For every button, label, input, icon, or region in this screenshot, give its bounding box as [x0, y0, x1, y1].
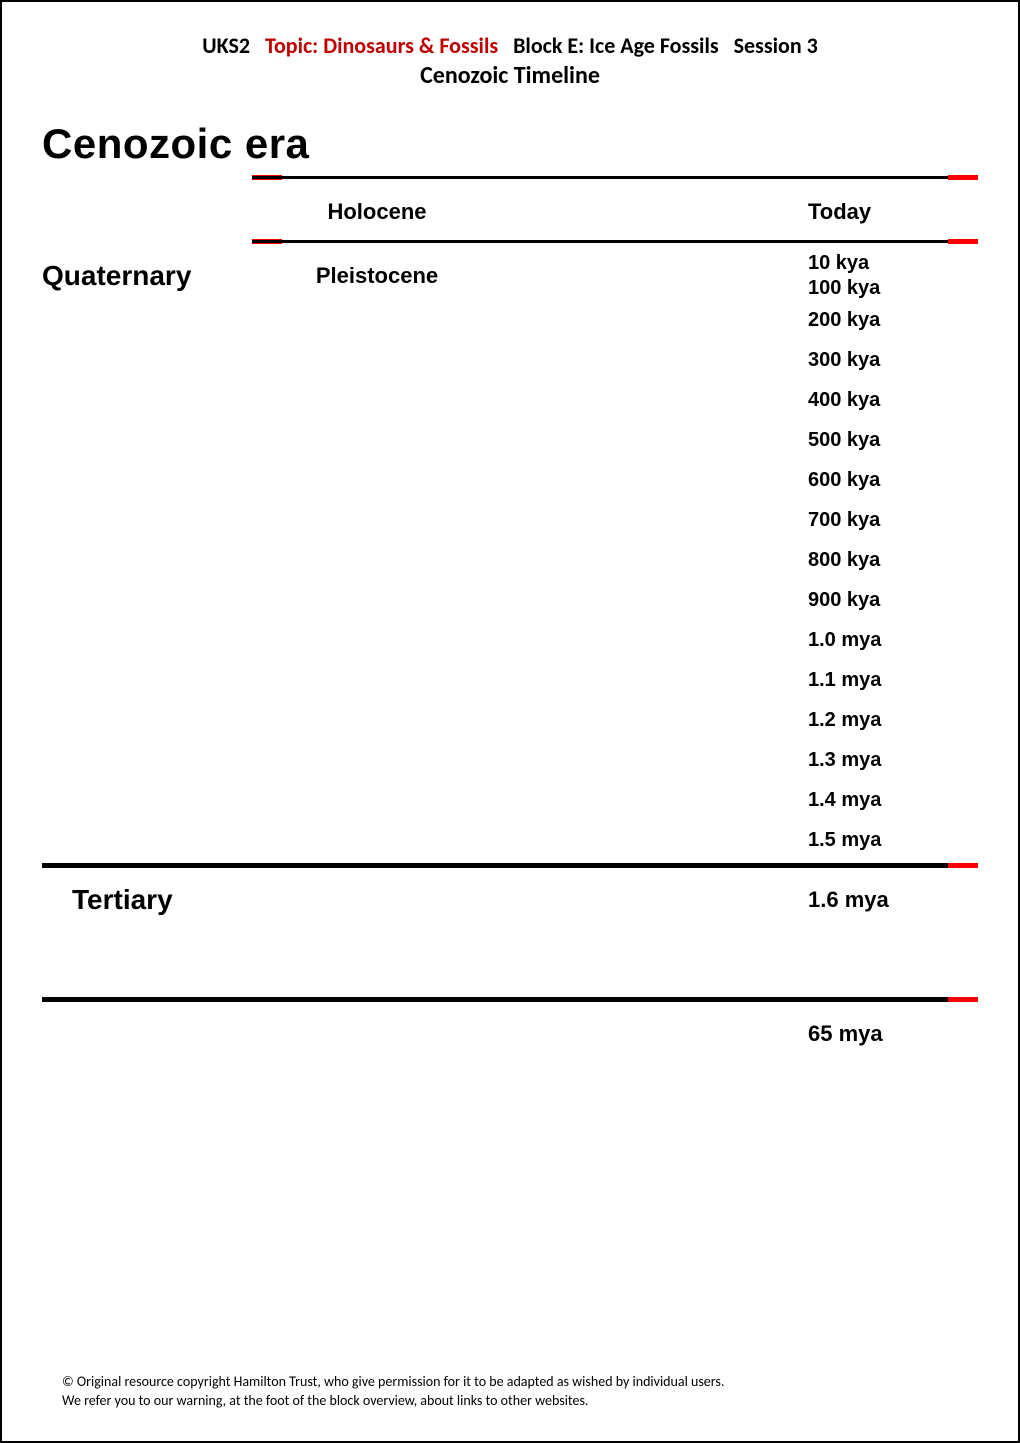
divider-tip-right [948, 239, 978, 244]
time-700kya: 700 kya [778, 509, 978, 532]
divider-quat-tert [42, 862, 978, 870]
divider-bar [252, 240, 978, 243]
row-holocene: Holocene Today [42, 188, 978, 236]
divider-tip-right [948, 175, 978, 180]
divider-tip-right [948, 997, 978, 1002]
time-10kya: 10 kya [778, 252, 978, 275]
row-500kya: 500 kya [42, 420, 978, 460]
header-session: Session 3 [734, 32, 818, 59]
epoch-pleistocene: Pleistocene [252, 263, 502, 289]
time-today: Today [778, 199, 978, 225]
time-300kya: 300 kya [778, 349, 978, 372]
row-1-2mya: 1.2 mya [42, 700, 978, 740]
time-600kya: 600 kya [778, 469, 978, 492]
time-1-2mya: 1.2 mya [778, 709, 978, 732]
epoch-holocene: Holocene [252, 199, 502, 225]
time-1-4mya: 1.4 mya [778, 789, 978, 812]
divider-bottom [42, 996, 978, 1004]
row-600kya: 600 kya [42, 460, 978, 500]
footer-line-2: We refer you to our warning, at the foot… [62, 1392, 958, 1411]
header-uks2: UKS2 [202, 32, 250, 59]
divider-bar [252, 176, 978, 179]
row-300kya: 300 kya [42, 340, 978, 380]
divider-top [252, 174, 978, 182]
row-400kya: 400 kya [42, 380, 978, 420]
row-65mya: 65 mya [42, 1010, 978, 1058]
time-200kya: 200 kya [778, 309, 978, 332]
time-500kya: 500 kya [778, 429, 978, 452]
row-quaternary: Quaternary Pleistocene 10 kya 100 kya [42, 252, 978, 300]
time-900kya: 900 kya [778, 589, 978, 612]
row-1-0mya: 1.0 mya [42, 620, 978, 660]
period-tertiary: Tertiary [42, 884, 252, 916]
footer: © Original resource copyright Hamilton T… [62, 1373, 958, 1411]
period-quaternary: Quaternary [42, 260, 252, 292]
header-subtitle: Cenozoic Timeline [42, 61, 978, 90]
time-100kya: 100 kya [778, 277, 978, 300]
time-65mya: 65 mya [778, 1021, 978, 1047]
header-block: Block E: Ice Age Fossils [513, 32, 719, 59]
header-line-1: UKS2 Topic: Dinosaurs & Fossils Block E:… [42, 32, 978, 59]
page: UKS2 Topic: Dinosaurs & Fossils Block E:… [0, 0, 1020, 1443]
time-1-6mya: 1.6 mya [778, 887, 978, 913]
time-800kya: 800 kya [778, 549, 978, 572]
divider-bar [42, 997, 978, 1002]
footer-line-1: © Original resource copyright Hamilton T… [62, 1373, 958, 1392]
header-topic: Topic: Dinosaurs & Fossils [265, 32, 498, 59]
divider-bar [42, 863, 978, 868]
time-1-1mya: 1.1 mya [778, 669, 978, 692]
row-1-4mya: 1.4 mya [42, 780, 978, 820]
time-1-0mya: 1.0 mya [778, 629, 978, 652]
row-1-3mya: 1.3 mya [42, 740, 978, 780]
time-400kya: 400 kya [778, 389, 978, 412]
row-1-1mya: 1.1 mya [42, 660, 978, 700]
time-1-5mya: 1.5 mya [778, 829, 978, 852]
row-800kya: 800 kya [42, 540, 978, 580]
divider-tip-right [948, 863, 978, 868]
row-200kya: 200 kya [42, 300, 978, 340]
row-1-5mya: 1.5 mya [42, 820, 978, 860]
row-700kya: 700 kya [42, 500, 978, 540]
era-title: Cenozoic era [42, 120, 978, 168]
time-10-100kya: 10 kya 100 kya [778, 252, 978, 300]
timeline: Holocene Today Quaternary Pleistocene 10… [42, 174, 978, 1058]
divider-holo-pleisto [252, 238, 978, 246]
row-tertiary: Tertiary 1.6 mya [42, 876, 978, 924]
time-1-3mya: 1.3 mya [778, 749, 978, 772]
row-900kya: 900 kya [42, 580, 978, 620]
page-header: UKS2 Topic: Dinosaurs & Fossils Block E:… [42, 32, 978, 90]
